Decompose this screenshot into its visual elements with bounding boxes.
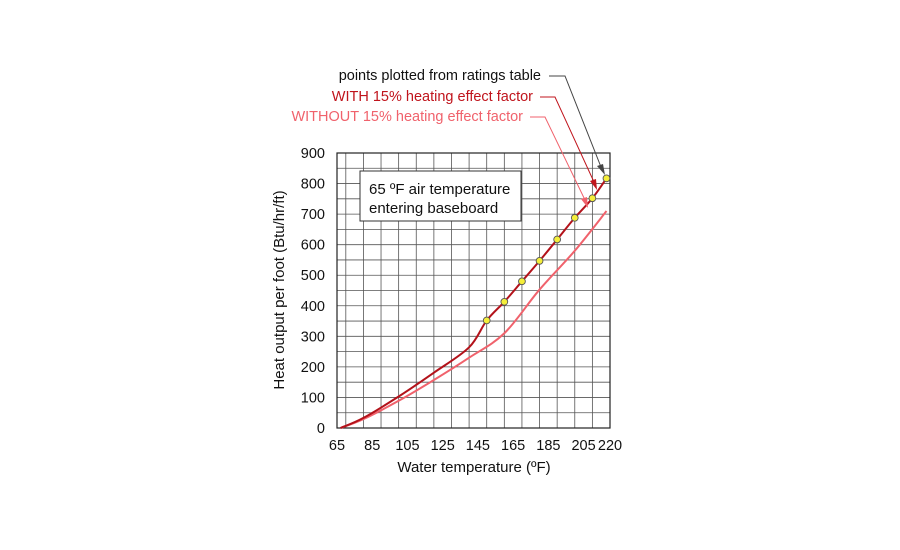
x-tick-label: 65 — [329, 438, 345, 454]
series-line-without — [340, 210, 608, 429]
y-tick-label: 900 — [301, 146, 325, 162]
rating-point — [535, 257, 544, 265]
y-tick-label: 600 — [301, 238, 325, 254]
legend-with-label: WITH 15% heating effect factor — [332, 89, 533, 105]
leader-with — [540, 96, 595, 183]
leader-lines — [530, 75, 605, 208]
x-tick-label: 125 — [431, 438, 455, 454]
x-tick-label: 205 — [571, 438, 595, 454]
x-tick-label: 85 — [364, 438, 380, 454]
annotation-line-2: entering baseboard — [369, 200, 498, 217]
x-tick-label: 105 — [395, 438, 419, 454]
y-tick-label: 300 — [301, 329, 325, 345]
y-tick-label: 700 — [301, 207, 325, 223]
rating-point — [500, 297, 509, 306]
x-axis-title: Water temperature (ºF) — [397, 459, 550, 476]
leader-points-arrow — [597, 164, 605, 175]
rating-point — [553, 235, 562, 244]
rating-point — [602, 174, 611, 183]
rating-point — [588, 194, 597, 203]
leader-without — [530, 116, 586, 201]
y-tick-label: 200 — [301, 360, 325, 376]
rating-point — [482, 316, 491, 325]
tick-labels: 65 85 105 125 145 165 185 205 220 0 100 200 300 400 50… — [301, 146, 622, 454]
leader-with-arrow — [590, 179, 597, 190]
annotation-box — [359, 170, 522, 222]
plot-frame — [336, 152, 611, 429]
legend-points-label: points plotted from ratings table — [339, 68, 541, 84]
rating-points — [482, 174, 611, 325]
y-axis-title: Heat output per foot (Btu/hr/ft) — [271, 190, 288, 389]
x-tick-label: 220 — [598, 438, 622, 454]
x-tick-label: 145 — [466, 438, 490, 454]
x-tick-label: 185 — [536, 438, 560, 454]
leader-without-arrow — [581, 197, 588, 208]
y-tick-label: 400 — [301, 299, 325, 315]
leader-points — [549, 75, 602, 168]
y-tick-label: 800 — [301, 177, 325, 193]
x-tick-label: 165 — [501, 438, 525, 454]
rating-point — [518, 277, 526, 286]
rating-point — [570, 213, 579, 222]
legend-without-label: WITHOUT 15% heating effect factor — [291, 109, 523, 125]
y-tick-label: 0 — [317, 421, 325, 437]
annotation-line-1: 65 ºF air temperature — [369, 181, 510, 198]
y-tick-label: 500 — [301, 268, 325, 284]
y-tick-label: 100 — [301, 390, 325, 406]
